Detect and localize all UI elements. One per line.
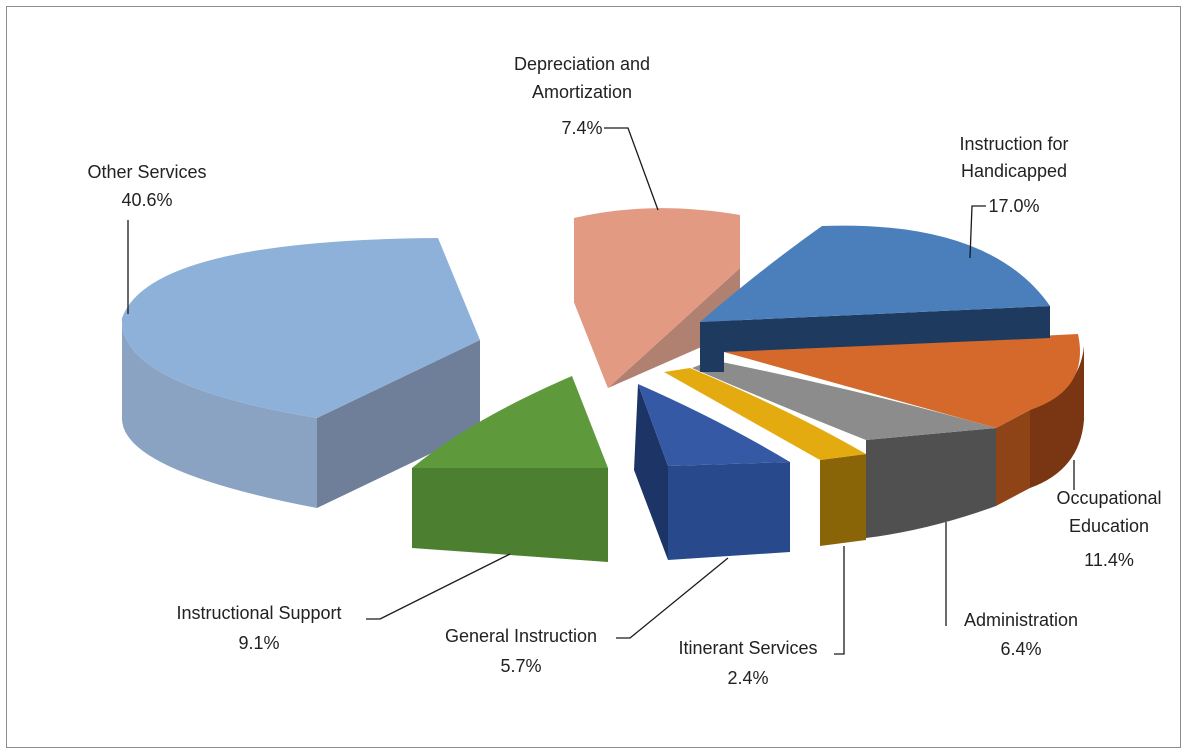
label-administration-name: Administration	[964, 610, 1078, 630]
slice-general-instruction-front	[668, 462, 790, 560]
leader-itinerant	[834, 546, 845, 655]
slice-itinerant-services-top	[664, 368, 866, 460]
slice-instruction-handicapped	[700, 225, 1050, 372]
slice-instructional-support	[412, 376, 608, 562]
leader-depreciation	[604, 127, 659, 211]
slice-instruction-handicapped-top	[700, 225, 1050, 322]
label-occupational-value: 11.4%	[1084, 550, 1134, 570]
chart-frame	[6, 6, 1181, 748]
label-itinerant-name: Itinerant Services	[678, 638, 817, 658]
label-support-value: 9.1%	[238, 633, 279, 653]
slice-itinerant-services	[664, 368, 866, 546]
label-depreciation-value: 7.4%	[561, 118, 602, 138]
label-depreciation-line2: Amortization	[532, 82, 632, 102]
slice-occupational-education-front	[996, 410, 1030, 506]
label-occupational-line1: Occupational	[1056, 488, 1161, 508]
label-general-name: General Instruction	[445, 626, 597, 646]
slice-instructional-support-top	[412, 376, 608, 468]
label-itinerant-value: 2.4%	[727, 668, 768, 688]
label-itinerant: Itinerant Services 2.4%	[678, 638, 817, 688]
leader-general	[616, 557, 729, 639]
label-occupational: Occupational Education 11.4%	[1056, 488, 1161, 570]
slice-administration	[692, 360, 996, 538]
slice-general-instruction	[634, 384, 790, 560]
slice-itinerant-services-front	[820, 454, 866, 546]
label-administration-value: 6.4%	[1000, 639, 1041, 659]
slice-occupational-education-side	[1030, 346, 1084, 488]
slice-other-services	[121, 238, 480, 508]
label-administration: Administration 6.4%	[964, 610, 1078, 659]
slice-occupational-education	[724, 334, 1084, 506]
label-support-name: Instructional Support	[176, 603, 341, 623]
slice-depreciation	[574, 208, 740, 388]
slice-depreciation-top	[574, 208, 740, 388]
slice-administration-top	[692, 360, 996, 440]
label-handicapped-value: 17.0%	[988, 196, 1039, 216]
label-other-services: Other Services 40.6%	[87, 162, 206, 210]
label-handicapped-line2: Handicapped	[961, 161, 1067, 181]
label-other-services-value: 40.6%	[121, 190, 172, 210]
label-occupational-line2: Education	[1069, 516, 1149, 536]
slice-other-services-side	[121, 318, 318, 508]
slice-administration-front	[866, 428, 996, 538]
slice-other-services-wall	[317, 340, 480, 508]
label-general-value: 5.7%	[500, 656, 541, 676]
slice-instruction-handicapped-front	[700, 306, 1050, 372]
label-depreciation-line1: Depreciation and	[514, 54, 650, 74]
slice-general-instruction-side	[634, 384, 668, 560]
label-handicapped-line1: Instruction for	[959, 134, 1068, 154]
slice-general-instruction-top	[638, 384, 790, 466]
leader-handicapped	[969, 205, 986, 259]
label-other-services-name: Other Services	[87, 162, 206, 182]
label-general: General Instruction 5.7%	[445, 626, 597, 676]
slice-instructional-support-front	[412, 468, 608, 562]
label-depreciation: Depreciation and Amortization 7.4%	[514, 54, 650, 138]
label-support: Instructional Support 9.1%	[176, 603, 341, 653]
leader-support	[366, 553, 511, 620]
slice-other-services-top	[121, 238, 480, 418]
label-handicapped: Instruction for Handicapped 17.0%	[959, 134, 1068, 216]
slice-occupational-education-top	[724, 334, 1080, 428]
